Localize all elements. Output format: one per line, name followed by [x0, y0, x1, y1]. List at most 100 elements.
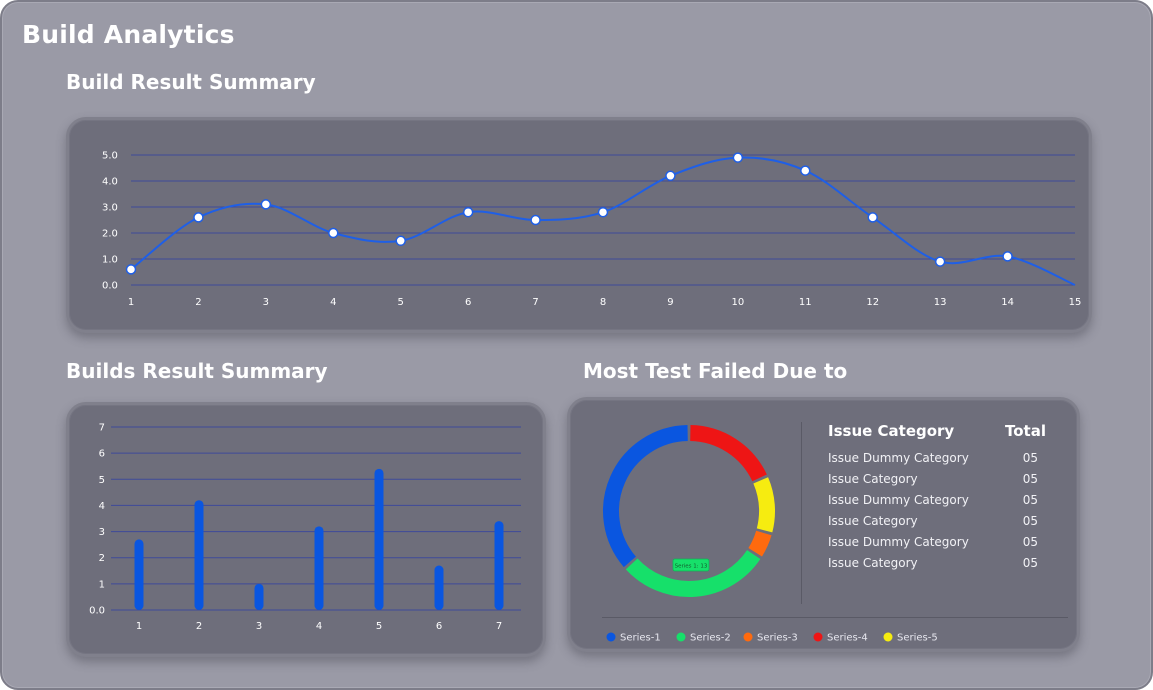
x-tick-label: 6	[465, 297, 471, 308]
tooltip-box	[672, 558, 710, 572]
issue-total-cell: 05	[1022, 493, 1038, 507]
y-tick-label: 0.0	[89, 606, 105, 617]
legend-label: Series-4	[827, 633, 868, 644]
data-point	[597, 206, 609, 218]
bar-section-title: Builds Result Summary	[66, 359, 328, 383]
x-tick-label: 11	[799, 297, 812, 308]
issue-total-cell: 05	[1022, 556, 1038, 570]
bar	[434, 565, 444, 610]
x-tick-label: 6	[436, 621, 442, 632]
x-tick-label: 8	[600, 297, 606, 308]
legend-marker	[606, 632, 616, 642]
y-tick-label: 2	[99, 553, 105, 564]
bar-chart: 0.0 1 2 3 4 5 6 7 1 2 3 4 5 6 7	[89, 423, 521, 632]
issue-category-cell: Issue Dummy Category	[828, 451, 969, 465]
data-point	[193, 212, 204, 223]
y-tick-label: 6	[99, 449, 105, 460]
total-header: Total	[1005, 422, 1046, 440]
table-row: Issue Dummy Category 05	[828, 448, 1058, 469]
table-row: Issue Dummy Category 05	[828, 490, 1058, 511]
donut-section-title: Most Test Failed Due to	[583, 359, 848, 383]
x-tick-label: 3	[263, 297, 269, 308]
y-tick-label: 3	[99, 527, 105, 538]
data-point	[934, 256, 946, 267]
x-tick-label: 1	[136, 621, 142, 632]
line-section-title: Build Result Summary	[66, 70, 316, 94]
x-tick-label: 2	[195, 297, 201, 308]
legend-divider	[602, 617, 1068, 618]
x-tick-label: 12	[866, 297, 879, 308]
bar	[314, 526, 324, 610]
y-tick-label: 7	[99, 423, 105, 434]
y-tick-label: 1	[99, 579, 105, 590]
table-row: Issue Category 05	[828, 511, 1058, 532]
issue-table: Issue Category Total Issue Dummy Categor…	[828, 422, 1058, 574]
x-tick-label: 13	[934, 297, 947, 308]
legend-marker	[676, 632, 686, 642]
legend-label: Series-3	[757, 633, 798, 644]
x-tick-label: 9	[667, 297, 673, 308]
page-title: Build Analytics	[22, 20, 235, 49]
issue-category-cell: Issue Category	[828, 556, 918, 570]
issue-total-cell: 05	[1022, 451, 1038, 465]
issue-total-cell: 05	[1022, 535, 1038, 549]
y-tick-label: 3.0	[102, 203, 118, 214]
donut-slice	[603, 425, 688, 568]
line-chart-panel: 0.0 1.0 2.0 3.0 4.0 5.0 1 2 3 4 5 6 7 8 9 10 11 12 13 14 15	[66, 117, 1092, 333]
legend-label: Series-2	[690, 633, 731, 644]
x-tick-label: 3	[256, 621, 262, 632]
x-tick-label: 14	[1001, 297, 1014, 308]
x-tick-label: 4	[330, 297, 336, 308]
table-row: Issue Category 05	[828, 553, 1058, 574]
data-point	[462, 206, 474, 218]
legend-marker	[883, 632, 893, 642]
donut-slice	[748, 530, 772, 557]
x-tick-label: 2	[196, 621, 202, 632]
y-tick-label: 4	[99, 501, 105, 512]
bar	[374, 468, 384, 610]
issue-category-cell: Issue Dummy Category	[828, 493, 969, 507]
x-tick-label: 4	[316, 621, 322, 632]
bar	[134, 539, 144, 610]
issue-category-cell: Issue Dummy Category	[828, 535, 969, 549]
y-tick-label: 4.0	[102, 177, 118, 188]
data-point	[665, 170, 676, 182]
y-tick-label: 5	[99, 475, 105, 486]
donut-chart: Series 1: 13 Series-1 Series-2 Series-3 Seri…	[603, 425, 938, 644]
bar-chart-panel: 0.0 1 2 3 4 5 6 7 1 2 3 4 5 6 7	[66, 402, 546, 657]
issue-category-cell: Issue Category	[828, 472, 918, 486]
issue-table-header: Issue Category Total	[828, 422, 1058, 440]
issue-category-cell: Issue Category	[828, 514, 918, 528]
x-tick-label: 1	[128, 297, 134, 308]
table-row: Issue Dummy Category 05	[828, 532, 1058, 553]
data-point	[328, 227, 339, 239]
y-tick-label: 1.0	[102, 255, 118, 266]
tooltip-label: Series 1: 13	[675, 564, 708, 570]
issue-total-cell: 05	[1022, 472, 1038, 486]
x-tick-label: 7	[532, 297, 538, 308]
data-point	[1002, 251, 1013, 262]
x-tick-label: 10	[731, 297, 744, 308]
legend-label: Series-1	[620, 633, 661, 644]
y-tick-label: 2.0	[102, 229, 118, 240]
line-chart: 0.01.02.03.04.05.01 2 3 4 5 6 7 8 9 10 11 12 13 14 15	[102, 151, 1081, 309]
issue-category-header: Issue Category	[828, 422, 955, 440]
donut-slice	[625, 549, 761, 597]
data-point	[260, 199, 272, 210]
data-point	[125, 264, 137, 275]
data-point	[867, 212, 878, 223]
bar	[194, 500, 204, 610]
table-divider	[801, 422, 802, 604]
y-tick-label: 5.0	[102, 151, 118, 162]
table-row: Issue Category 05	[828, 469, 1058, 490]
legend-marker	[813, 632, 823, 642]
series-line	[130, 156, 1076, 286]
x-tick-label: 5	[376, 621, 382, 632]
bar	[494, 521, 504, 610]
donut-slice	[689, 425, 767, 482]
data-point	[530, 214, 541, 226]
bar	[254, 583, 264, 610]
x-tick-label: 5	[398, 297, 404, 308]
y-tick-label: 0.0	[102, 281, 118, 292]
